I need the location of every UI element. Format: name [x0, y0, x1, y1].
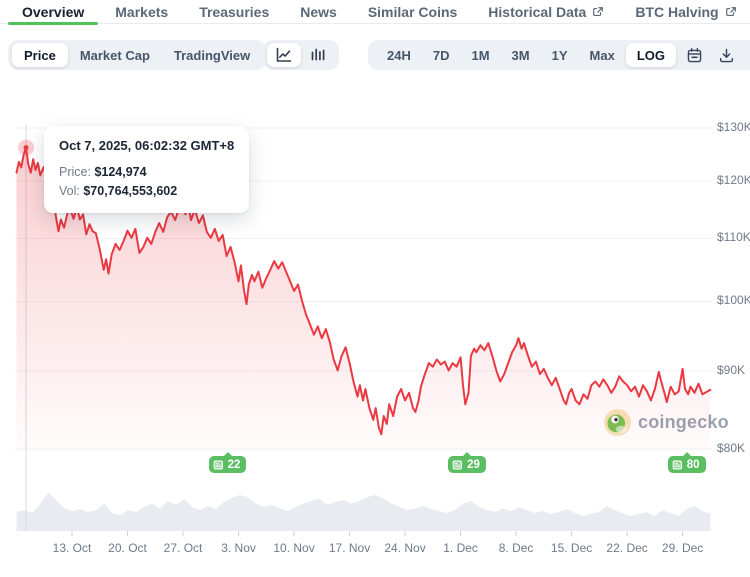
x-axis-tick-label: 29. Dec [661, 541, 704, 555]
news-badge[interactable]: 22 [208, 452, 247, 473]
tab-list: Overview Markets Treasuries News Similar Coi… [7, 0, 737, 25]
range-1y-button[interactable]: 1Y [541, 43, 579, 67]
tooltip-price-value: $124,974 [94, 165, 147, 179]
calendar-icon[interactable] [686, 47, 703, 64]
tab-treasuries[interactable]: Treasuries [199, 0, 269, 23]
newspaper-icon [213, 459, 225, 471]
tab-label: Similar Coins [367, 3, 458, 20]
hover-marker-dot [23, 145, 29, 151]
x-axis-tick-label: 22. Dec [606, 541, 648, 555]
y-axis-tick-label: $80K [717, 441, 746, 455]
chart-type-toggle-group [263, 40, 339, 70]
tradingview-button[interactable]: TradingView [162, 43, 262, 67]
range-toggle-group: 24H 7D 1M 3M 1Y Max LOG [368, 40, 750, 70]
price-button[interactable]: Price [12, 43, 68, 67]
range-max-button[interactable]: Max [579, 43, 626, 67]
news-badge-count: 29 [467, 458, 480, 471]
x-axis-tick-label: 20. Oct [108, 541, 147, 555]
tab-label: Markets [115, 3, 169, 20]
x-axis-tick-label: 24. Nov [384, 541, 426, 555]
newspaper-icon [672, 459, 684, 471]
x-axis-tick-label: 17. Nov [328, 541, 371, 555]
tooltip-vol-value: $70,764,553,602 [83, 184, 178, 198]
news-badge[interactable]: 80 [667, 452, 706, 473]
tooltip-datetime: Oct 7, 2025, 06:02:32 GMT+8 [59, 138, 235, 153]
external-link-icon [592, 6, 604, 18]
range-1m-button[interactable]: 1M [460, 43, 500, 67]
chart-toolbar: Price Market Cap TradingView 24H 7D 1M 3M 1Y Ma… [0, 40, 750, 70]
volume-area [16, 492, 711, 531]
bar-chart-toggle-button[interactable] [301, 43, 335, 67]
tab-similar-coins[interactable]: Similar Coins [368, 0, 457, 23]
x-axis-tick-label: 8. Dec [498, 541, 534, 555]
range-log-button[interactable]: LOG [625, 43, 676, 67]
tooltip-price-row: Price: $124,974 [59, 163, 234, 182]
tab-label: Overview [22, 3, 85, 20]
newspaper-icon [452, 459, 464, 471]
tab-label: Historical Data [488, 3, 587, 20]
y-axis-tick-label: $110K [717, 230, 750, 245]
x-axis-tick-label: 3. Nov [221, 541, 256, 555]
chart-action-icons [686, 47, 750, 64]
tab-markets[interactable]: Markets [115, 0, 168, 23]
range-24h-button[interactable]: 24H [376, 43, 422, 67]
coin-nav-tabs: Overview Markets Treasuries News Similar Coi… [0, 0, 750, 25]
download-icon[interactable] [718, 47, 735, 64]
y-axis-tick-label: $90K [717, 363, 746, 378]
range-3m-button[interactable]: 3M [501, 43, 541, 67]
tab-btc-halving[interactable]: BTC Halving [635, 0, 736, 23]
news-badge-count: 22 [227, 458, 241, 471]
y-axis-tick-label: $120K [717, 172, 750, 187]
line-chart-icon [275, 46, 293, 64]
y-axis-tick-label: $130K [717, 120, 750, 134]
tab-label: News [300, 3, 337, 20]
tooltip-vol-label: Vol: [59, 184, 80, 198]
tab-news[interactable]: News [300, 0, 337, 23]
news-badge-count: 80 [686, 458, 700, 471]
market-cap-button[interactable]: Market Cap [68, 43, 162, 67]
metric-toggle-group: Price Market Cap TradingView [8, 40, 267, 70]
chart-tooltip: Oct 7, 2025, 06:02:32 GMT+8 Price: $124,… [44, 126, 250, 213]
x-axis-tick-label: 13. Oct [52, 541, 92, 555]
y-axis-tick-label: $100K [717, 293, 750, 308]
bar-chart-icon [309, 46, 327, 64]
x-axis-tick-label: 10. Nov [273, 541, 315, 555]
price-line [15, 146, 712, 436]
range-7d-button[interactable]: 7D [422, 43, 461, 67]
line-chart-toggle-button[interactable] [267, 43, 301, 67]
x-axis-tick-label: 15. Dec [550, 541, 593, 555]
tooltip-vol-row: Vol: $70,764,553,602 [59, 182, 234, 201]
tab-label: Treasuries [199, 3, 270, 20]
x-axis-tick-label: 27. Oct [163, 541, 203, 555]
tab-historical-data[interactable]: Historical Data [488, 0, 604, 23]
tab-overview[interactable]: Overview [7, 0, 99, 25]
external-link-icon [725, 6, 737, 18]
tooltip-price-label: Price: [59, 165, 91, 179]
x-axis-tick-label: 1. Dec [443, 541, 478, 555]
price-area-fill [16, 147, 711, 452]
news-badge[interactable]: 29 [448, 452, 486, 473]
tab-label: BTC Halving [635, 3, 719, 20]
